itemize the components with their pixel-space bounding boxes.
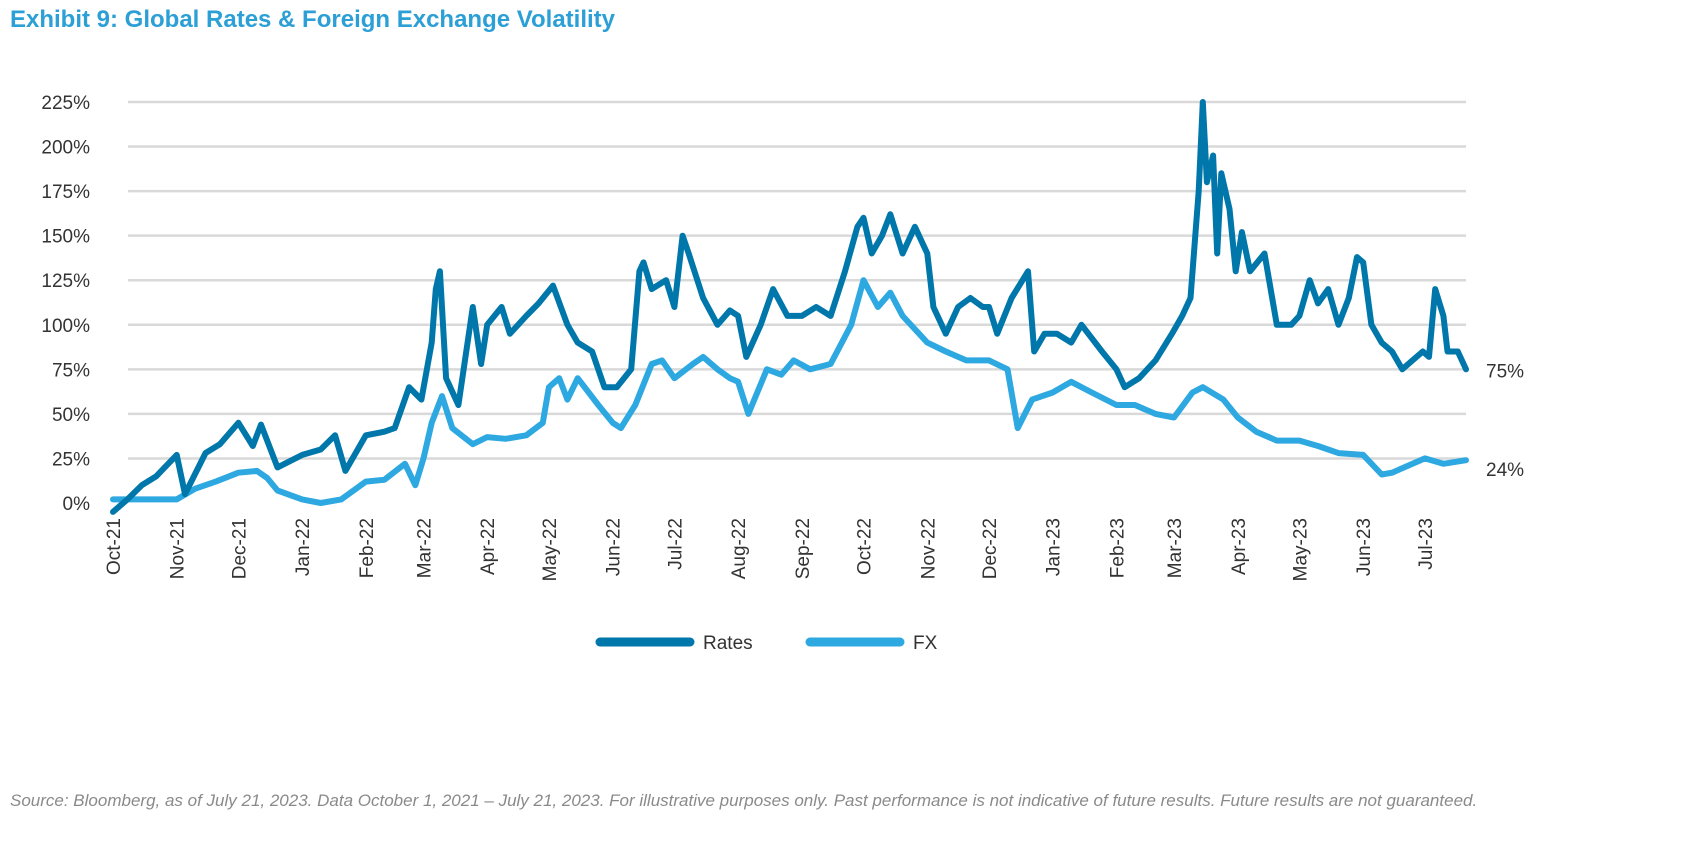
y-tick-label: 0% (63, 494, 91, 515)
y-tick-label: 75% (52, 360, 90, 381)
end-label-fx: 24% (1486, 460, 1524, 481)
x-tick-label: Jan-23 (1044, 518, 1065, 576)
x-tick-label: Sep-22 (793, 518, 814, 579)
x-tick-label: Dec-22 (980, 518, 1001, 579)
y-tick-label: 25% (52, 449, 90, 470)
y-tick-label: 175% (41, 182, 90, 203)
x-tick-label: Apr-22 (478, 518, 499, 575)
x-tick-label: Feb-23 (1107, 518, 1128, 578)
x-tick-label: Jun-23 (1354, 518, 1375, 576)
x-tick-label: Aug-22 (729, 518, 750, 579)
line-chart: 0% 25% 50% 75% 100% 125% 150% 175% 200% 225% Oct-… (41, 93, 1524, 654)
y-tick-label: 200% (41, 138, 90, 159)
x-tick-label: Feb-22 (357, 518, 378, 578)
legend: Rates FX (595, 633, 938, 654)
x-tick-label: Jul-23 (1416, 518, 1437, 570)
legend-label-rates: Rates (703, 633, 753, 654)
x-tick-label: Mar-23 (1165, 518, 1186, 578)
series-line-rates (110, 99, 1469, 515)
end-label-rates: 75% (1486, 361, 1524, 382)
source-note: Source: Bloomberg, as of July 21, 2023. … (10, 791, 1478, 810)
x-tick-label: Dec-21 (229, 518, 250, 579)
x-tick-label: Jun-22 (604, 518, 625, 576)
x-tick-label: May-23 (1290, 518, 1311, 581)
x-tick-label: Apr-23 (1229, 518, 1250, 575)
end-labels: 75% 24% (1486, 361, 1524, 481)
x-tick-label: Oct-21 (104, 518, 125, 575)
x-tick-label: Mar-22 (414, 518, 435, 578)
y-tick-label: 100% (41, 316, 90, 337)
x-tick-label: Oct-22 (855, 518, 876, 575)
x-axis-ticks: Oct-21 Nov-21 Dec-21 Jan-22 Feb-22 Mar-22 Apr-… (104, 518, 1437, 581)
chart-title: Exhibit 9: Global Rates & Foreign Exchan… (10, 6, 616, 33)
x-tick-label: May-22 (540, 518, 561, 581)
x-tick-label: Nov-22 (918, 518, 939, 579)
y-tick-label: 225% (41, 93, 90, 114)
series-lines (110, 99, 1469, 515)
series-line-fx (110, 277, 1469, 506)
legend-label-fx: FX (913, 633, 938, 654)
y-axis-ticks: 0% 25% 50% 75% 100% 125% 150% 175% 200% 225% (41, 93, 90, 515)
x-tick-label: Jan-22 (293, 518, 314, 576)
x-tick-label: Nov-21 (168, 518, 189, 579)
x-tick-label: Jul-22 (665, 518, 686, 570)
y-tick-label: 150% (41, 227, 90, 248)
y-tick-label: 125% (41, 271, 90, 292)
y-tick-label: 50% (52, 405, 90, 426)
gridlines (128, 100, 1466, 460)
